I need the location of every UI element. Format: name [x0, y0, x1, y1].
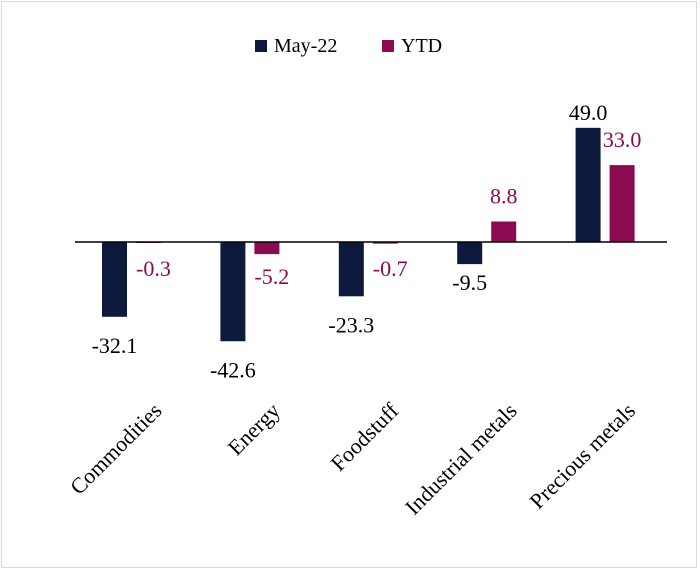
bar-ytd-precious-metals [609, 165, 635, 242]
value-label-ytd-precious-metals: 33.0 [603, 127, 642, 152]
legend-label-may-22: May-22 [274, 35, 337, 57]
category-label-foodstuff: Foodstuff [325, 397, 403, 475]
legend-label-ytd: YTD [401, 35, 442, 57]
value-label-may-22-foodstuff: -23.3 [328, 312, 374, 337]
bar-may-22-industrial-metals [457, 242, 483, 265]
bar-ytd-industrial-metals [491, 221, 517, 242]
value-labels-group: -32.1 -0.3 -42.6 -5.2 -23.3 -0.7 -9.5 8.8 49.033… [92, 100, 642, 382]
value-label-may-22-commodities: -32.1 [92, 333, 138, 358]
value-label-ytd-foodstuff: -0.7 [373, 256, 408, 281]
value-label-ytd-commodities: -0.3 [136, 256, 171, 281]
bar-ytd-foodstuff [372, 242, 398, 244]
category-label-industrial-metals: Industrial metals [400, 398, 522, 520]
bars-group [102, 127, 635, 342]
bar-ytd-energy [254, 242, 280, 255]
category-label-commodities: Commodities [65, 398, 167, 500]
legend-swatch-may-22 [255, 40, 267, 52]
value-label-may-22-precious-metals: 49.0 [569, 100, 608, 125]
legend-swatch-ytd [382, 40, 394, 52]
value-label-may-22-industrial-metals: -9.5 [452, 270, 487, 295]
value-label-may-22-energy: -42.6 [210, 357, 256, 382]
category-label-precious-metals: Precious metals [524, 398, 640, 514]
bar-may-22-foodstuff [338, 242, 364, 297]
value-label-ytd-industrial-metals: 8.8 [490, 183, 518, 208]
bar-may-22-energy [220, 242, 246, 342]
bar-may-22-commodities [102, 242, 127, 317]
category-label-energy: Energy [223, 398, 285, 460]
legend: May-22 YTD [255, 35, 442, 57]
value-label-ytd-energy: -5.2 [254, 264, 289, 289]
bar-may-22-precious-metals [575, 127, 601, 242]
